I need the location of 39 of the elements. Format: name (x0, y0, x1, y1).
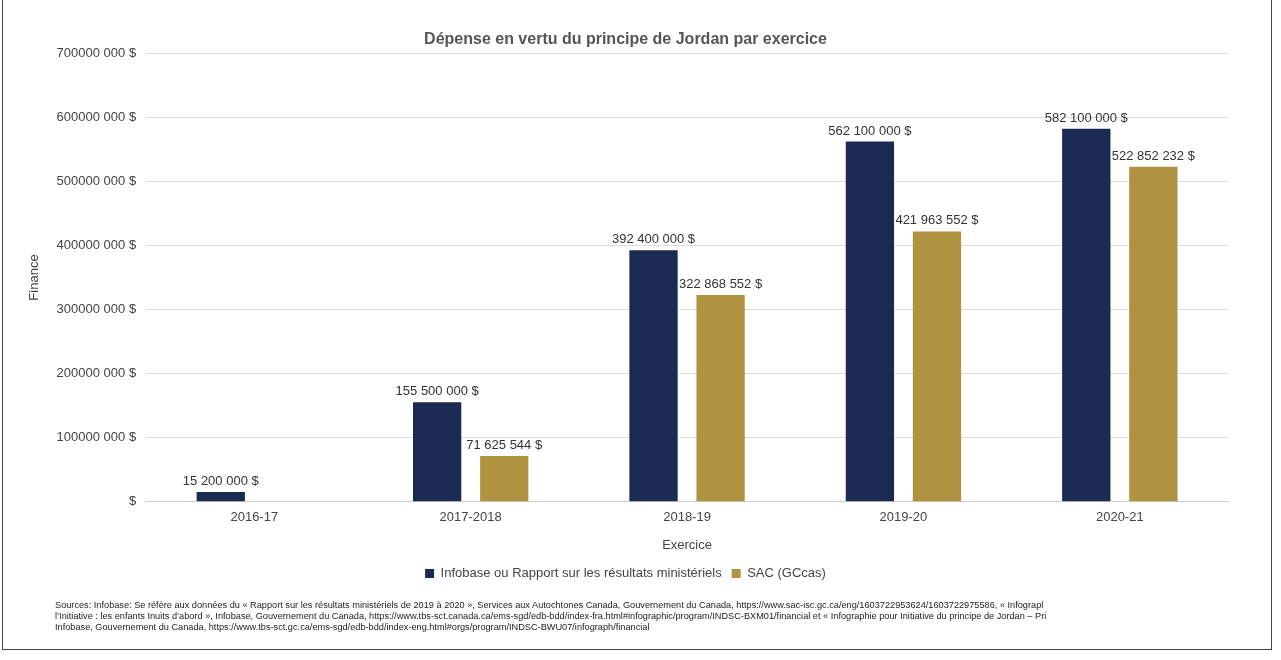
text: Infobase, Gouvernement du Canada, https://www.tbs-sct.gc.ca/ems-sgd/edb-bdd/index-eng.html#orgs/program/INDSC-BWU07/infograph/financial (55, 622, 651, 633)
source-note: Sources: Infobase: Se réfère aux données du « Rapport sur les résultats ministériels de 2019 à 2020 », Services aux Autochtones Canada, Gouvernement du Canada, https://www.sac-isc.gc.ca/eng/1603722953624/1603722975586, « Infograpl (55, 600, 1045, 611)
text: l’Initiative : les enfants Inuits d’abord », Infobase, Gouvernement du Canada, https://www.tbs-sct.canada.ca/ems-sgd/edb-bdd/index-fra.html#infographic/program/INDSC-BXM01/financial et « Infographie pour Initiative du principe de Jordan – Pri (55, 611, 1048, 622)
bar (1062, 128, 1111, 502)
legend-label: Infobase ou Rapport sur les résultats ministériels (440, 565, 723, 581)
bar (1129, 166, 1178, 502)
bar (629, 250, 678, 502)
y-tick-label: 100000 000 $ (56, 429, 137, 445)
legend-label: SAC (GCcas) (747, 565, 826, 581)
y-tick-label: $ (128, 493, 137, 509)
x-tick-label: 2016-17 (230, 509, 279, 525)
bar (696, 294, 745, 502)
bar (480, 455, 529, 502)
data-label: 522 852 232 $ (1111, 147, 1196, 163)
bar (196, 492, 245, 502)
data-label: 421 963 552 $ (895, 212, 980, 228)
y-tick-label: 600000 000 $ (56, 108, 137, 124)
y-tick-label: 700000 000 $ (56, 44, 137, 60)
chart-title: Dépense en vertu du principe de Jordan par exercice (424, 30, 828, 48)
y-axis-title: Finance (26, 254, 42, 301)
y-tick-label: 500000 000 $ (56, 172, 137, 188)
x-axis-title: Exercice (662, 536, 712, 552)
data-label: 15 200 000 $ (182, 473, 260, 489)
bar (912, 231, 962, 502)
y-tick-label: 300000 000 $ (56, 301, 137, 317)
bar (413, 402, 462, 502)
data-label: 392 400 000 $ (611, 231, 696, 247)
x-tick-label: 2019-20 (879, 509, 928, 525)
x-tick-label: 2020-21 (1095, 509, 1144, 525)
data-label: 71 625 544 $ (466, 436, 543, 452)
x-tick-label: 2018-19 (663, 509, 711, 525)
x-tick-label: 2017-2018 (439, 509, 502, 525)
bar (845, 141, 895, 502)
data-label: 582 100 000 $ (1044, 109, 1129, 125)
data-label: 155 500 000 $ (395, 383, 480, 399)
y-tick-label: 200000 000 $ (56, 365, 137, 381)
data-label: 322 868 552 $ (679, 275, 763, 291)
y-tick-label: 400000 000 $ (56, 237, 137, 253)
data-label: 562 100 000 $ (828, 122, 913, 138)
